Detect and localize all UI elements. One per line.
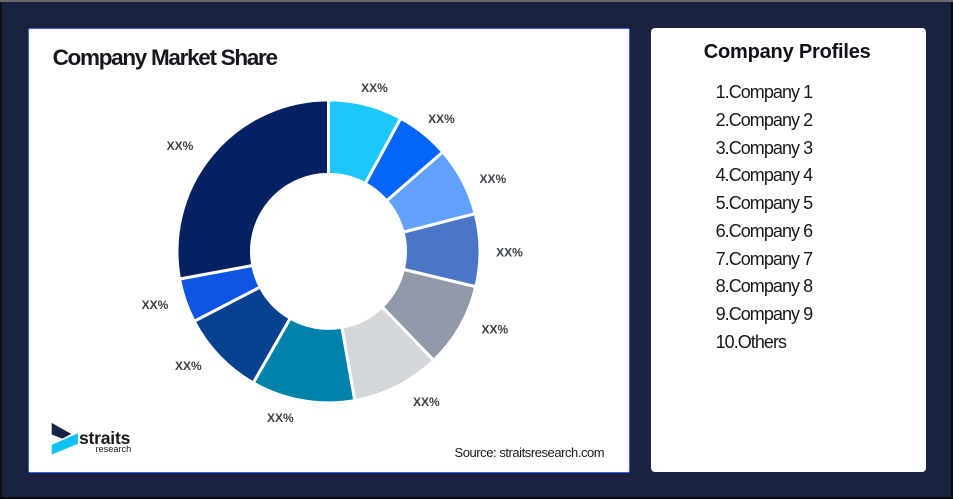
svg-text:research: research bbox=[95, 444, 131, 454]
svg-text:XX%: XX% bbox=[361, 80, 388, 94]
svg-text:XX%: XX% bbox=[496, 245, 523, 259]
svg-text:XX%: XX% bbox=[481, 322, 508, 336]
svg-text:XX%: XX% bbox=[413, 394, 440, 408]
svg-text:XX%: XX% bbox=[141, 297, 168, 311]
svg-text:XX%: XX% bbox=[428, 112, 455, 126]
svg-text:straits: straits bbox=[79, 428, 131, 448]
svg-text:XX%: XX% bbox=[479, 172, 506, 186]
svg-text:XX%: XX% bbox=[267, 411, 294, 425]
svg-text:XX%: XX% bbox=[166, 139, 193, 153]
svg-text:XX%: XX% bbox=[174, 358, 201, 372]
